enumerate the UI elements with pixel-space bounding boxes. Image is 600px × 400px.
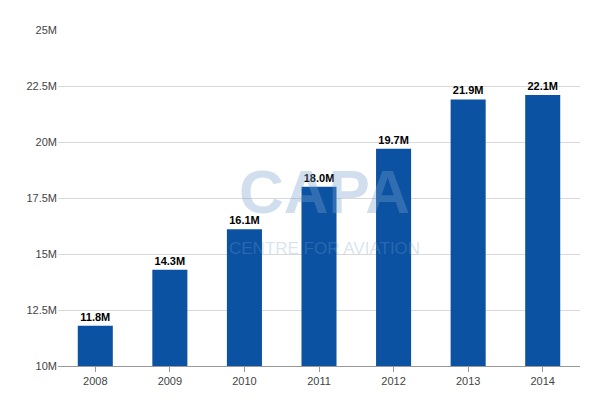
svg-text:2010: 2010 [232, 375, 256, 387]
svg-text:21.9M: 21.9M [453, 84, 484, 96]
svg-text:20M: 20M [36, 136, 57, 148]
svg-text:2012: 2012 [381, 375, 405, 387]
svg-text:25M: 25M [36, 24, 57, 36]
svg-text:CENTRE FOR AVIATION: CENTRE FOR AVIATION [229, 239, 420, 258]
svg-text:19.7M: 19.7M [378, 134, 409, 146]
svg-text:18.0M: 18.0M [304, 172, 335, 184]
svg-text:2011: 2011 [307, 375, 331, 387]
svg-text:2014: 2014 [530, 375, 554, 387]
svg-text:16.1M: 16.1M [229, 214, 260, 226]
svg-text:10M: 10M [36, 360, 57, 372]
svg-text:2013: 2013 [456, 375, 480, 387]
svg-text:CAPA: CAPA [239, 157, 410, 226]
svg-text:14.3M: 14.3M [155, 255, 186, 267]
svg-text:17.5M: 17.5M [26, 192, 57, 204]
svg-text:11.8M: 11.8M [80, 311, 110, 323]
svg-text:22.1M: 22.1M [527, 80, 558, 92]
svg-text:22.5M: 22.5M [26, 80, 57, 92]
svg-text:15M: 15M [36, 248, 57, 260]
svg-text:2009: 2009 [158, 375, 182, 387]
svg-text:12.5M: 12.5M [26, 304, 57, 316]
svg-text:2008: 2008 [83, 375, 107, 387]
